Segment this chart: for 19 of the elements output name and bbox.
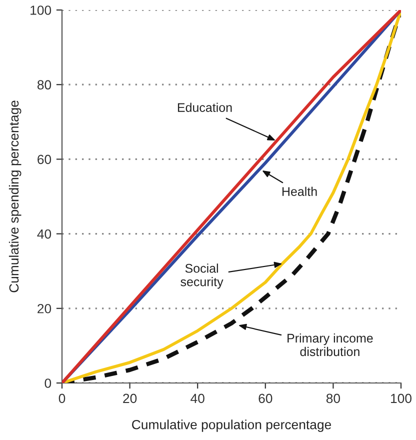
- y-tick-label: 60: [38, 154, 52, 164]
- annotation: Health: [282, 186, 317, 196]
- y-tick-label: 0: [44, 378, 52, 388]
- x-tick-label: 40: [190, 394, 204, 404]
- y-tick-label: 20: [38, 304, 52, 314]
- y-axis-title: Cumulative spending percentage: [8, 100, 22, 292]
- y-tick-label: 40: [37, 229, 52, 239]
- annotation: Education: [178, 102, 232, 112]
- line-series: [62, 10, 401, 383]
- y-tick-label: 100: [30, 6, 52, 15]
- annotation: Social security: [180, 264, 224, 289]
- x-axis-title: Cumulative population percentage: [132, 420, 332, 432]
- x-tick-label: 80: [326, 394, 340, 404]
- x-tick-label: 20: [123, 394, 137, 404]
- x-tick-label: 100: [391, 394, 412, 404]
- x-tick-label: 60: [258, 394, 272, 404]
- x-tick-label: 0: [58, 394, 66, 404]
- annotation: Primary income distribution: [288, 333, 373, 356]
- y-tick-label: 80: [37, 80, 52, 90]
